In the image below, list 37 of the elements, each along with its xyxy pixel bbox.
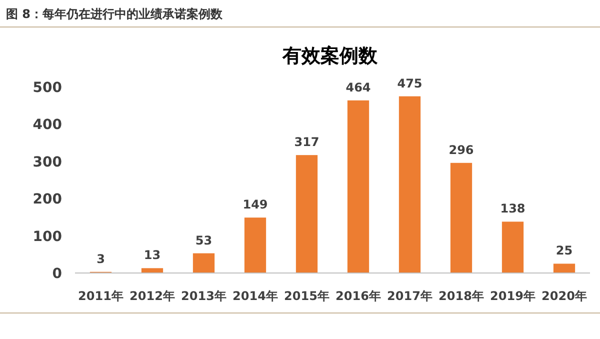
bar (398, 96, 421, 273)
x-tick-label: 2013年 (181, 289, 226, 303)
data-label: 25 (556, 244, 573, 258)
data-label: 13 (144, 248, 161, 262)
data-label: 317 (294, 135, 320, 150)
x-tick-label: 2012年 (130, 289, 175, 303)
data-label: 475 (397, 76, 422, 90)
y-tick-label: 0 (52, 266, 62, 282)
x-tick-label: 2017年 (387, 289, 432, 303)
data-label: 3 (96, 252, 105, 266)
y-tick-label: 300 (32, 154, 62, 170)
x-tick-label: 2019年 (490, 289, 536, 303)
y-tick-label: 200 (32, 192, 62, 208)
chart-subtitle: 有效案例数 (282, 45, 378, 67)
x-tick-label: 2020年 (542, 289, 587, 303)
data-label: 138 (500, 202, 526, 216)
data-label: 149 (242, 198, 268, 212)
y-tick-label: 500 (32, 80, 62, 96)
chart-title: 图 8：每年仍在进行中的业绩承诺案例数 (6, 7, 224, 21)
data-label: 464 (346, 80, 371, 94)
x-tick-label: 2016年 (336, 289, 381, 303)
y-tick-label: 400 (32, 117, 62, 134)
bar (553, 264, 576, 273)
bar (450, 162, 472, 273)
data-label: 53 (195, 233, 212, 248)
bar (192, 253, 215, 273)
x-tick-label: 2018年 (438, 289, 484, 303)
x-tick-label: 2014年 (232, 289, 278, 303)
bar (244, 218, 266, 273)
bar (296, 155, 318, 273)
data-label: 296 (448, 142, 474, 157)
bar (502, 222, 524, 273)
y-tick-label: 100 (32, 228, 62, 245)
x-tick-label: 2011年 (78, 289, 124, 303)
bar (141, 268, 164, 273)
bar (347, 100, 370, 273)
x-tick-label: 2015年 (284, 289, 330, 303)
